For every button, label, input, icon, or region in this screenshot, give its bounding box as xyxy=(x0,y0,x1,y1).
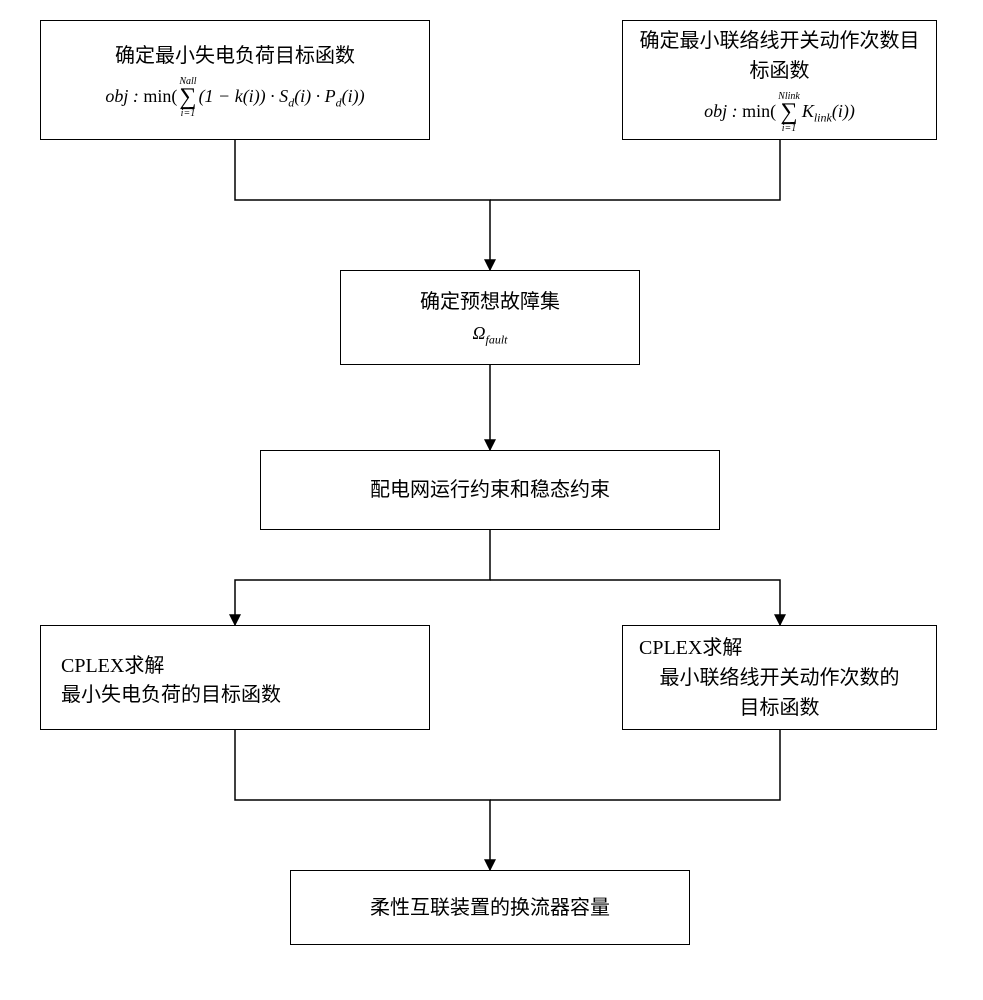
sum-lower: i=1 xyxy=(181,109,196,119)
box-constraints: 配电网运行约束和稳态约束 xyxy=(260,450,720,530)
sum-lower: i=1 xyxy=(782,124,797,134)
box-fault-set: 确定预想故障集 Ωfault xyxy=(340,270,640,365)
title: 确定最小失电负荷目标函数 xyxy=(115,41,355,71)
min-label: min( xyxy=(742,101,776,121)
sigma: Nlink ∑ i=1 xyxy=(778,92,800,134)
line2: 最小失电负荷的目标函数 xyxy=(51,678,419,707)
sub: link xyxy=(814,111,832,125)
box-min-load-loss-objective: 确定最小失电负荷目标函数 obj : min( Nall ∑ i=1 (1 − … xyxy=(40,20,430,140)
omega: Ω xyxy=(472,323,485,343)
tail: (i)) xyxy=(832,101,855,121)
box-cplex-solve-switch: CPLEX求解 最小联络线开关动作次数的 目标函数 xyxy=(622,625,937,730)
title-line2: 标函数 xyxy=(750,56,810,86)
box-converter-capacity: 柔性互联装置的换流器容量 xyxy=(290,870,690,945)
obj-label: obj : xyxy=(704,101,742,121)
line1: CPLEX求解 xyxy=(633,633,926,663)
box-min-switch-ops-objective: 确定最小联络线开关动作次数目 标函数 obj : min( Nlink ∑ i=… xyxy=(622,20,937,140)
line2: 最小联络线开关动作次数的 xyxy=(660,663,900,693)
sum-symbol: ∑ xyxy=(179,87,196,109)
line1: CPLEX求解 xyxy=(51,649,419,678)
sum-symbol: ∑ xyxy=(780,102,797,124)
text: 柔性互联装置的换流器容量 xyxy=(370,893,610,923)
obj-label: obj : xyxy=(105,86,143,106)
sigma: Nall ∑ i=1 xyxy=(179,77,196,119)
tail: (i)) xyxy=(342,86,365,106)
symbol: Ωfault xyxy=(472,323,507,348)
formula: obj : min( Nall ∑ i=1 (1 − k(i)) · Sd(i)… xyxy=(105,77,364,119)
box-cplex-solve-load: CPLEX求解 最小失电负荷的目标函数 xyxy=(40,625,430,730)
min-label: min( xyxy=(143,86,177,106)
flowchart-canvas: 确定最小失电负荷目标函数 obj : min( Nall ∑ i=1 (1 − … xyxy=(0,0,983,1000)
line3: 目标函数 xyxy=(740,693,820,723)
formula: obj : min( Nlink ∑ i=1 Klink(i)) xyxy=(704,92,855,134)
text: 配电网运行约束和稳态约束 xyxy=(370,475,610,505)
title-line1: 确定最小联络线开关动作次数目 xyxy=(640,26,920,56)
body2: (i) · P xyxy=(294,86,335,106)
body1: (1 − k(i)) · S xyxy=(199,86,289,106)
omega-sub: fault xyxy=(486,333,508,347)
body: K xyxy=(802,101,814,121)
title: 确定预想故障集 xyxy=(420,287,560,317)
